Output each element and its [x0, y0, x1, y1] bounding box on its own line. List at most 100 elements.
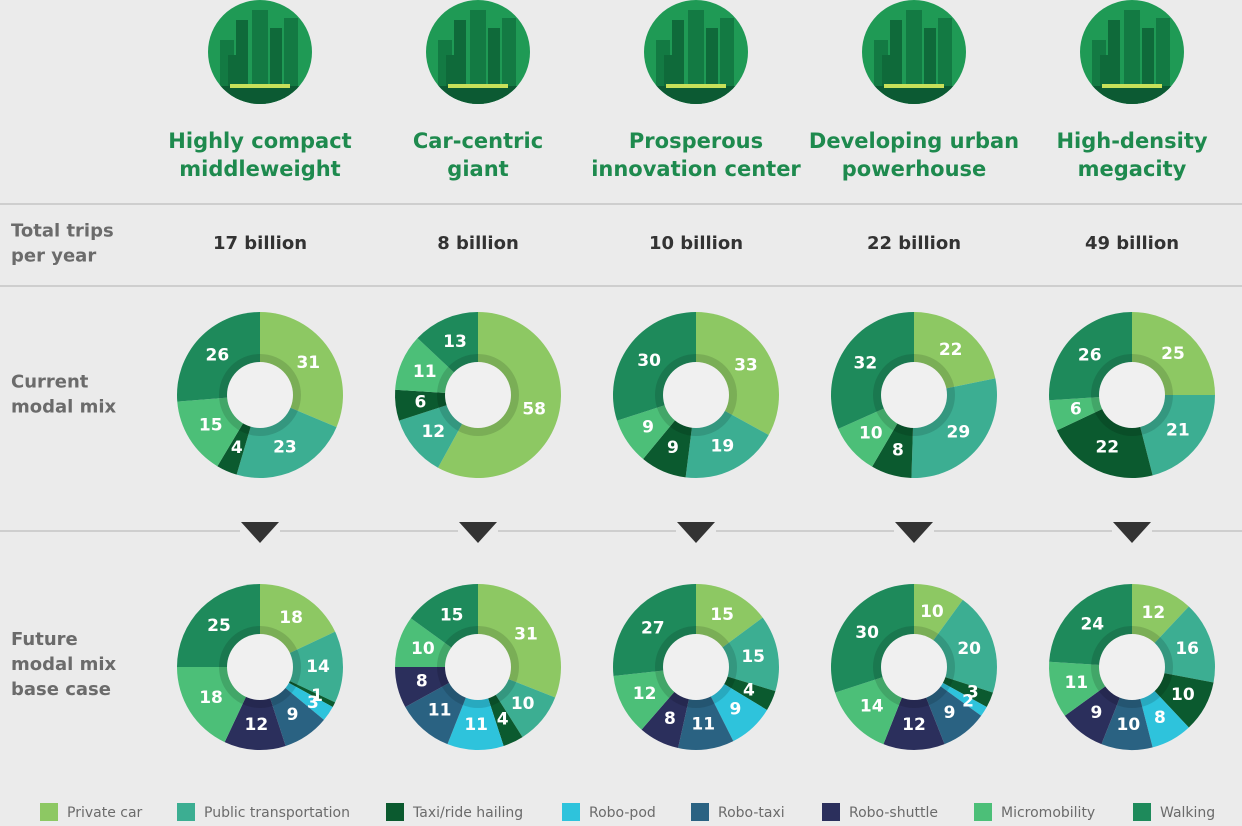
column-title: megacity — [1078, 157, 1187, 181]
street — [1080, 86, 1184, 104]
legend-swatch — [40, 803, 58, 821]
street-lights — [1102, 84, 1162, 88]
segment-label: 3 — [307, 693, 319, 713]
segment-label: 26 — [206, 346, 230, 366]
segment-label: 15 — [440, 605, 464, 625]
city-illustration — [862, 0, 966, 104]
segment-label: 4 — [497, 709, 509, 729]
segment-label: 11 — [464, 715, 488, 735]
segment-label: 18 — [199, 688, 223, 708]
segment-label: 27 — [641, 618, 665, 638]
row-label: modal mix — [11, 397, 117, 418]
row-label: Future — [11, 629, 78, 650]
segment-label: 11 — [413, 362, 437, 382]
segment-label: 25 — [1161, 344, 1185, 364]
segment-label: 21 — [1166, 421, 1190, 441]
segment-label: 10 — [1117, 715, 1141, 735]
legend-swatch — [691, 803, 709, 821]
legend-label: Robo-shuttle — [849, 805, 938, 821]
segment-label: 20 — [957, 639, 981, 659]
segment-label: 8 — [892, 441, 904, 461]
segment-label: 19 — [710, 437, 734, 457]
legend-label: Robo-taxi — [718, 805, 785, 821]
segment-label: 12 — [902, 715, 926, 735]
legend-swatch — [386, 803, 404, 821]
legend-label: Robo-pod — [589, 805, 656, 821]
segment-label: 10 — [411, 639, 435, 659]
legend-label: Public transportation — [204, 805, 350, 821]
segment-label: 15 — [199, 416, 223, 436]
row-label: modal mix — [11, 654, 117, 675]
column-title: Developing urban — [809, 129, 1019, 153]
row-label: per year — [11, 246, 96, 267]
total-trips: 22 billion — [867, 233, 961, 254]
donut-hole — [445, 634, 511, 700]
segment-label: 10 — [859, 424, 883, 444]
street — [208, 86, 312, 104]
segment-label: 9 — [729, 700, 741, 720]
segment-label: 6 — [1070, 399, 1082, 419]
city-illustration — [208, 0, 312, 104]
segment-label: 15 — [710, 605, 734, 625]
segment-label: 10 — [1171, 685, 1195, 705]
segment-label: 12 — [245, 715, 269, 735]
donut-hole — [227, 634, 293, 700]
row-label: Total trips — [11, 221, 114, 242]
street-lights — [666, 84, 726, 88]
segment-label: 9 — [1091, 703, 1103, 723]
segment-label: 8 — [664, 709, 676, 729]
segment-label: 9 — [287, 705, 299, 725]
segment-label: 9 — [944, 703, 956, 723]
segment-label: 6 — [415, 392, 427, 412]
street — [426, 86, 530, 104]
legend-swatch — [177, 803, 195, 821]
segment-label: 29 — [947, 422, 971, 442]
segment-label: 18 — [279, 608, 303, 628]
legend-label: Micromobility — [1001, 805, 1095, 821]
column-title: innovation center — [591, 157, 801, 181]
donut-hole — [1099, 362, 1165, 428]
column-title: Highly compact — [168, 129, 351, 153]
street — [644, 86, 748, 104]
segment-label: 30 — [637, 351, 661, 371]
street-lights — [448, 84, 508, 88]
segment-label: 31 — [296, 353, 320, 373]
donut-hole — [663, 362, 729, 428]
segment-label: 33 — [734, 355, 758, 375]
segment-label: 22 — [1095, 437, 1119, 457]
segment-label: 15 — [741, 647, 765, 667]
segment-label: 25 — [207, 616, 231, 636]
segment-label: 31 — [514, 624, 538, 644]
street-lights — [884, 84, 944, 88]
legend-swatch — [1133, 803, 1151, 821]
donut-hole — [1099, 634, 1165, 700]
segment-label: 32 — [854, 353, 878, 373]
city-illustration — [426, 0, 530, 104]
segment-label: 4 — [231, 438, 243, 458]
segment-label: 12 — [1142, 603, 1166, 623]
segment-label: 14 — [860, 697, 884, 717]
segment-label: 30 — [855, 623, 879, 643]
segment-label: 8 — [1154, 708, 1166, 728]
segment-label: 16 — [1175, 639, 1199, 659]
legend-swatch — [822, 803, 840, 821]
total-trips: 8 billion — [437, 233, 519, 254]
legend-swatch — [974, 803, 992, 821]
segment-label: 4 — [743, 681, 755, 701]
segment-label: 23 — [273, 437, 297, 457]
city-illustration — [644, 0, 748, 104]
street — [862, 86, 966, 104]
column-title: Car-centric — [413, 129, 543, 153]
segment-label: 10 — [920, 602, 944, 622]
donut-hole — [881, 362, 947, 428]
legend-label: Walking — [1160, 805, 1215, 821]
donut-hole — [227, 362, 293, 428]
segment-label: 9 — [642, 418, 654, 438]
total-trips: 17 billion — [213, 233, 307, 254]
segment-label: 22 — [939, 340, 963, 360]
column-title: Prosperous — [629, 129, 763, 153]
infographic: Total tripsper yearCurrentmodal mixFutur… — [0, 0, 1242, 826]
segment-label: 14 — [306, 657, 330, 677]
column-title: High-density — [1056, 129, 1207, 153]
column-title: giant — [447, 157, 508, 181]
